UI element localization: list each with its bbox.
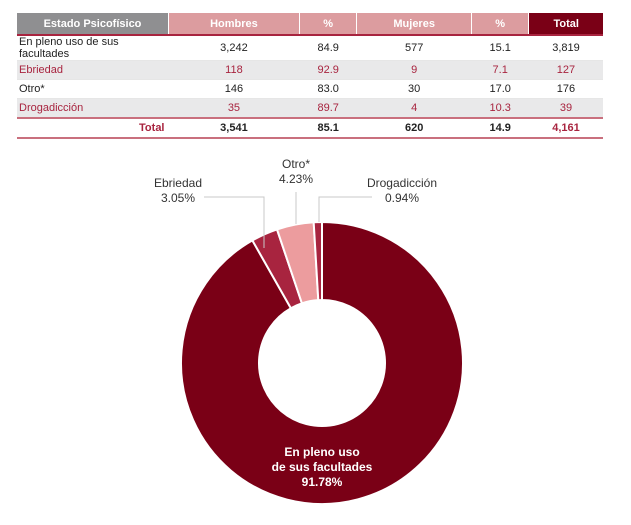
header-total: Total — [528, 13, 603, 35]
label-otro-name: Otro* — [282, 157, 310, 171]
total-label: Total — [17, 117, 169, 139]
cell-pct-mujeres: 15.1 — [471, 35, 529, 61]
total-pct-mujeres: 14.9 — [471, 117, 529, 139]
header-estado: Estado Psicofísico — [17, 13, 169, 35]
table-row: En pleno uso de sus facultades 3,242 84.… — [17, 35, 603, 61]
row-label: Drogadicción — [17, 98, 169, 119]
cell-pct-mujeres: 7.1 — [471, 60, 529, 80]
cell-pct-hombres: 89.7 — [299, 98, 357, 119]
total-mujeres: 620 — [356, 117, 472, 139]
cell-mujeres: 577 — [356, 35, 472, 61]
cell-total: 39 — [528, 98, 603, 119]
label-pleno-line2: de sus facultades — [272, 460, 373, 474]
cell-hombres: 118 — [168, 60, 300, 80]
table-row: Otro* 146 83.0 30 17.0 176 — [17, 79, 603, 99]
total-total: 4,161 — [528, 117, 603, 139]
label-pleno-line1: En pleno uso — [284, 445, 359, 459]
slice-pleno-uso — [180, 220, 464, 505]
cell-hombres: 146 — [168, 79, 300, 99]
label-drogadiccion-pct: 0.94% — [385, 191, 419, 205]
header-hombres: Hombres — [168, 13, 300, 35]
cell-pct-hombres: 84.9 — [299, 35, 357, 61]
cell-hombres: 3,242 — [168, 35, 300, 61]
cell-mujeres: 9 — [356, 60, 472, 80]
row-label: En pleno uso de sus facultades — [17, 35, 169, 61]
cell-pct-hombres: 83.0 — [299, 79, 357, 99]
psychophysical-state-table: Estado Psicofísico Hombres % Mujeres % T… — [17, 13, 603, 139]
leader-drogadiccion — [318, 196, 372, 222]
cell-total: 127 — [528, 60, 603, 80]
cell-total: 3,819 — [528, 35, 603, 61]
cell-pct-mujeres: 17.0 — [471, 79, 529, 99]
header-pct-mujeres: % — [471, 13, 530, 35]
cell-mujeres: 4 — [356, 98, 472, 119]
total-pct-hombres: 85.1 — [299, 117, 357, 139]
cell-mujeres: 30 — [356, 79, 472, 99]
total-hombres: 3,541 — [168, 117, 300, 139]
header-mujeres: Mujeres — [356, 13, 472, 35]
label-ebriedad-pct: 3.05% — [161, 191, 195, 205]
leader-ebriedad — [204, 196, 265, 248]
label-drogadiccion-name: Drogadicción — [367, 176, 437, 190]
row-label: Ebriedad — [17, 60, 169, 80]
table-row: Ebriedad 118 92.9 9 7.1 127 — [17, 60, 603, 80]
table-total-row: Total 3,541 85.1 620 14.9 4,161 — [17, 117, 603, 139]
slice-drogadiccion — [312, 220, 323, 302]
row-label: Otro* — [17, 79, 169, 99]
table-header-row: Estado Psicofísico Hombres % Mujeres % T… — [17, 13, 603, 35]
header-pct-hombres: % — [299, 13, 358, 35]
label-pleno-pct: 91.78% — [302, 475, 343, 489]
label-ebriedad-name: Ebriedad — [154, 176, 202, 190]
label-otro-pct: 4.23% — [279, 172, 313, 186]
cell-pct-hombres: 92.9 — [299, 60, 357, 80]
cell-total: 176 — [528, 79, 603, 99]
